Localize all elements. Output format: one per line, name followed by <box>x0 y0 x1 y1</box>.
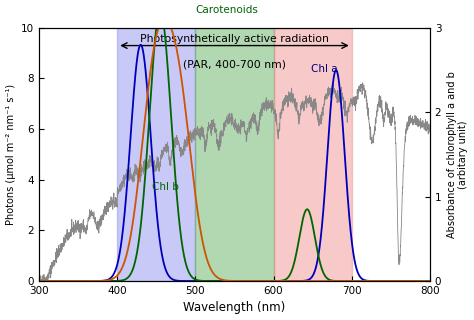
Bar <box>273 28 352 281</box>
Bar <box>195 28 273 281</box>
X-axis label: Wavelength (nm): Wavelength (nm) <box>183 301 285 315</box>
Y-axis label: Photons (μmol m⁻² nm⁻¹ s⁻¹): Photons (μmol m⁻² nm⁻¹ s⁻¹) <box>6 84 16 225</box>
Text: Carotenoids: Carotenoids <box>195 5 258 15</box>
Text: Photosynthetically active radiation: Photosynthetically active radiation <box>140 34 329 44</box>
Text: Chl a: Chl a <box>311 64 337 74</box>
Text: (PAR, 400-700 nm): (PAR, 400-700 nm) <box>183 60 286 69</box>
Y-axis label: Absorbance of chlorophyll a and b
(arbitary unit): Absorbance of chlorophyll a and b (arbit… <box>447 71 468 238</box>
Bar <box>117 28 195 281</box>
Text: Chl b: Chl b <box>152 182 179 192</box>
